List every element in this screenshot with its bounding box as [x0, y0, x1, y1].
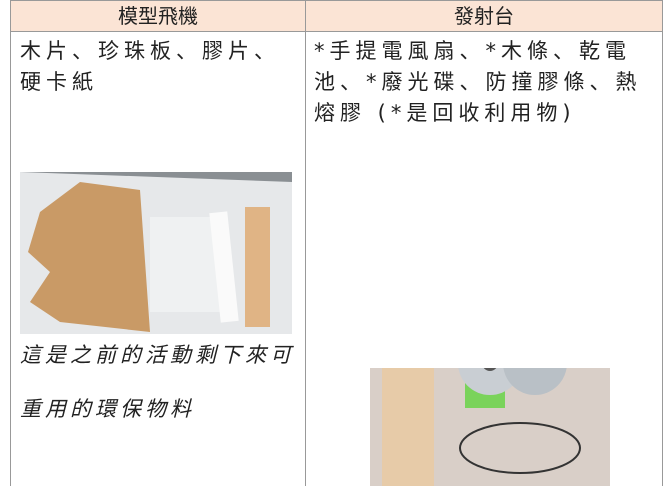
cell-text: 木片、珍珠板、膠片、硬卡紙	[20, 39, 280, 94]
caption: 這是之前的活動剩下來可重用的環保物料	[20, 343, 295, 421]
header-cell: 模型飛機	[10, 0, 306, 32]
cell-text: *手提電風扇、*木條、乾電池、*廢光碟、防撞膠條、熱熔膠 (*是回收利用物)	[314, 39, 642, 125]
table-cell	[305, 32, 663, 486]
header-cell: 發射台	[305, 0, 663, 32]
photo-launcher	[370, 368, 610, 486]
photo-materials	[20, 172, 292, 334]
